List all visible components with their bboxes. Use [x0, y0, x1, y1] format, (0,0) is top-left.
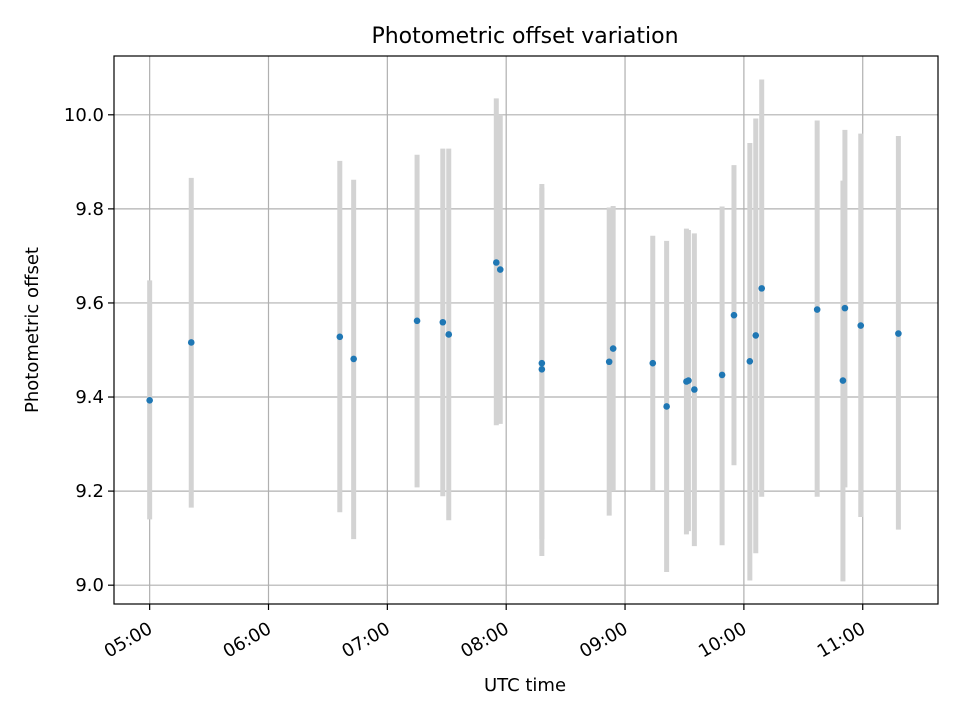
y-tick-label: 9.6	[75, 293, 104, 314]
data-point	[445, 331, 453, 338]
data-point	[841, 304, 849, 312]
y-tick-label: 9.0	[75, 575, 104, 596]
data-point	[605, 358, 613, 366]
data-point	[609, 345, 617, 352]
data-point	[350, 355, 357, 363]
plot-frame	[113, 55, 939, 605]
data-point	[538, 359, 546, 367]
data-point	[492, 259, 500, 266]
y-tick-label: 9.4	[75, 387, 104, 408]
data-point	[839, 377, 847, 384]
y-tick-label: 9.8	[75, 199, 104, 220]
data-points	[146, 259, 902, 410]
data-point	[187, 339, 195, 346]
data-point	[746, 357, 754, 365]
data-point	[718, 371, 726, 379]
y-tick-label: 9.2	[75, 481, 104, 502]
data-point	[813, 306, 821, 313]
data-point	[663, 403, 670, 410]
y-axis-ticks: 9.0 9.2 9.4 9.6 9.8 10.0	[64, 105, 114, 596]
x-axis-title: UTC time	[484, 675, 566, 696]
grid-lines	[114, 56, 938, 604]
data-point	[439, 318, 447, 326]
data-point	[730, 311, 738, 319]
data-point	[336, 333, 344, 341]
data-point	[857, 322, 865, 329]
data-point	[538, 365, 546, 373]
y-axis-title: Photometric offset	[22, 247, 43, 413]
data-point	[685, 377, 692, 384]
data-point	[895, 330, 902, 337]
data-point	[146, 397, 153, 404]
data-point	[752, 332, 760, 339]
chart-title: Photometric offset variation	[371, 24, 678, 49]
data-point	[413, 317, 421, 325]
data-point	[691, 386, 698, 393]
y-tick-label: 10.0	[64, 105, 104, 126]
data-point	[496, 266, 504, 273]
data-point	[758, 285, 766, 292]
data-point	[649, 359, 657, 367]
